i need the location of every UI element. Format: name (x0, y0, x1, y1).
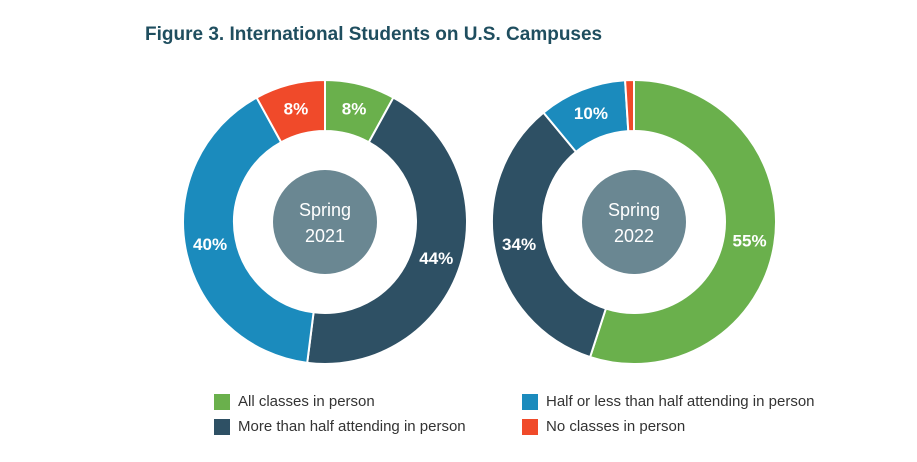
slice-label-all-in-person: 8% (342, 100, 367, 119)
slice-half-or-less (182, 96, 315, 364)
slice-more-than-half (306, 96, 468, 365)
legend-item-more-than-half: More than half attending in person (214, 418, 466, 435)
chart-title: Figure 3. International Students on U.S.… (145, 24, 603, 45)
legend-label: All classes in person (238, 393, 375, 410)
center-label: Spring (299, 200, 351, 220)
slice-label-more-than-half: 44% (419, 249, 453, 268)
slice-label-no-classes: 8% (284, 100, 309, 119)
legend-swatch (522, 393, 538, 410)
slice-all-in-person (588, 78, 777, 365)
center-label: Spring (608, 200, 660, 220)
legend-item-all-in-person: All classes in person (214, 393, 375, 410)
slice-no-classes (624, 78, 635, 133)
center-label: 2021 (305, 226, 345, 246)
legend-label: No classes in person (546, 418, 686, 435)
legend-label: Half or less than half attending in pers… (546, 393, 815, 410)
legend-item-no-classes: No classes in person (522, 418, 685, 435)
legend-swatch (214, 393, 230, 410)
donut-chart-1: 8% 44% 40% 8% Spring 2021 (182, 78, 468, 365)
slice-label-all-in-person: 55% (733, 231, 767, 250)
legend-swatch (214, 418, 230, 435)
donut-chart-2: 55% 34% 10% Spring 2022 (491, 78, 777, 365)
legend-label: More than half attending in person (238, 418, 466, 435)
center-circle (273, 170, 377, 274)
legend-item-half-or-less: Half or less than half attending in pers… (522, 393, 815, 410)
slice-more-than-half (491, 111, 608, 359)
center-label: 2022 (614, 226, 654, 246)
slice-label-more-than-half: 34% (502, 235, 536, 254)
slice-label-half-or-less: 10% (574, 104, 608, 123)
slice-label-half-or-less: 40% (193, 235, 227, 254)
legend-swatch (522, 418, 538, 435)
slice-no-classes (255, 78, 326, 144)
center-circle (582, 170, 686, 274)
